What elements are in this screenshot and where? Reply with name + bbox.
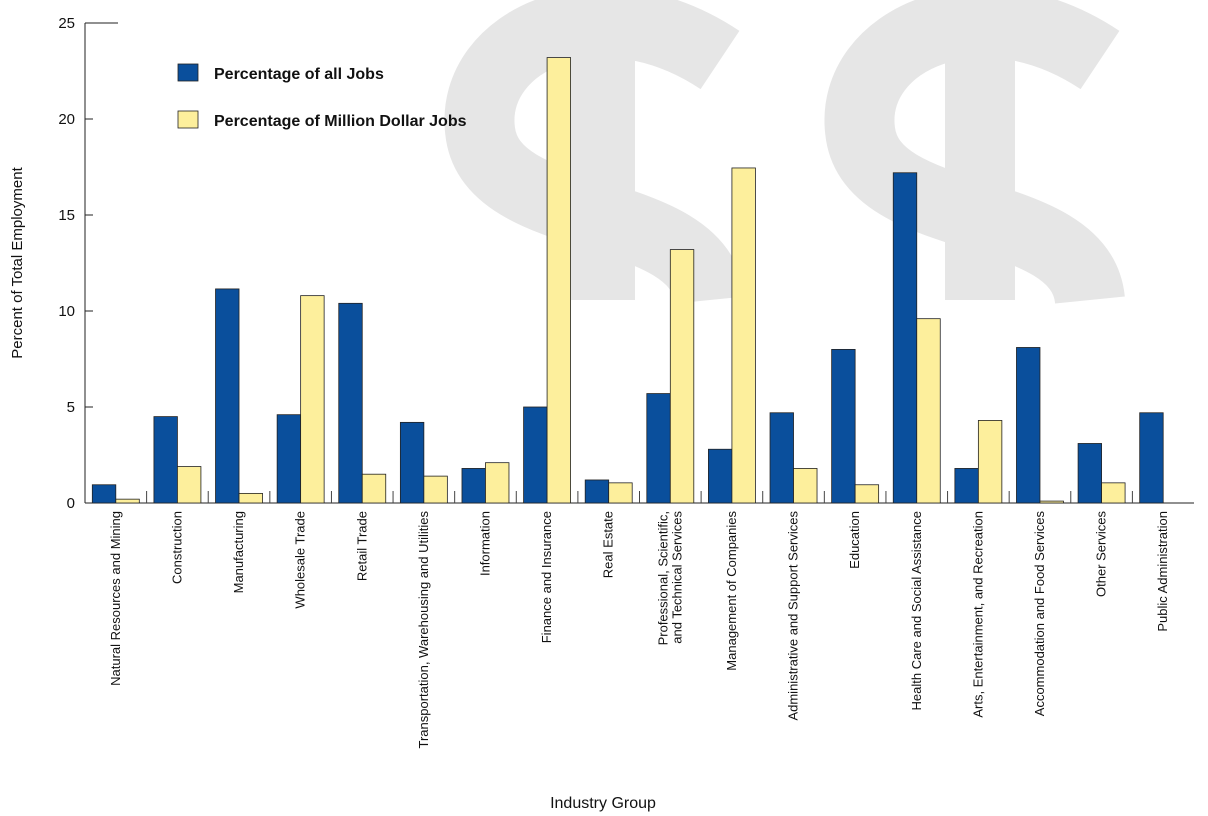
x-tick-label-line: Arts, Entertainment, and Recreation: [970, 511, 985, 718]
bar: [399, 421, 425, 504]
x-tick-label: Information: [477, 511, 492, 576]
legend-swatch: [177, 110, 199, 129]
bar: [708, 448, 733, 504]
x-tick-label: Manufacturing: [231, 511, 246, 593]
bar: [215, 288, 240, 504]
x-tick-label-line: Health Care and Social Assistance: [909, 511, 924, 710]
y-tick-label: 15: [58, 207, 75, 224]
legend-swatch: [177, 63, 199, 82]
y-tick-label: 25: [58, 15, 75, 32]
bar: [1101, 482, 1126, 504]
bar: [177, 466, 202, 504]
legend-label: Percentage of all Jobs: [214, 66, 384, 83]
y-axis-label: Percent of Total Employment: [9, 166, 26, 358]
legend-label: Percentage of Million Dollar Jobs: [214, 113, 467, 130]
bar: [153, 416, 178, 504]
x-tick-label: Construction: [169, 511, 184, 584]
bar: [91, 484, 117, 504]
bar: [238, 492, 263, 504]
x-tick-label-line: Construction: [169, 511, 184, 584]
x-tick-label: Transportation, Warehousing and Utilitie…: [416, 511, 431, 749]
bar: [1139, 412, 1164, 504]
x-tick-label: Arts, Entertainment, and Recreation: [970, 511, 985, 718]
bar: [916, 318, 941, 504]
x-axis-label: Industry Group: [550, 795, 656, 812]
bar: [793, 468, 818, 504]
bar: [1016, 347, 1041, 504]
x-tick-label: Health Care and Social Assistance: [909, 511, 924, 710]
x-tick-label-line: Other Services: [1094, 511, 1109, 597]
bar: [361, 473, 387, 504]
bar: [831, 348, 856, 504]
bar: [461, 468, 486, 504]
background-watermark: [444, 0, 1125, 307]
bar: [646, 393, 671, 504]
bar: [1077, 443, 1102, 504]
bar: [892, 172, 918, 504]
y-tick-label: 5: [67, 399, 75, 416]
x-tick-label: Finance and Insurance: [539, 511, 554, 643]
x-tick-label-line: Information: [477, 511, 492, 576]
bar: [977, 420, 1003, 504]
bar: [608, 482, 633, 504]
x-tick-label: Wholesale Trade: [293, 511, 308, 609]
bar: [546, 57, 571, 504]
y-tick-label: 10: [58, 303, 75, 320]
x-tick-label-line: Management of Companies: [724, 511, 739, 671]
x-tick-label: Education: [847, 511, 862, 569]
x-tick-label-line: Manufacturing: [231, 511, 246, 593]
x-tick-label-line: Professional, Scientific,: [655, 511, 670, 645]
x-tick-label-line: Accommodation and Food Services: [1032, 511, 1047, 717]
bar: [423, 475, 448, 504]
bar: [854, 484, 880, 504]
x-tick-label: Public Administration: [1155, 511, 1170, 632]
x-tick-label-line: and Technical Services: [669, 511, 684, 644]
x-tick-label: Accommodation and Food Services: [1032, 511, 1047, 717]
x-tick-label: Real Estate: [601, 511, 616, 578]
x-tick-label-line: Public Administration: [1155, 511, 1170, 632]
bar: [731, 167, 756, 504]
x-tick-label-line: Wholesale Trade: [293, 511, 308, 609]
bar: [276, 414, 302, 504]
y-tick-label: 0: [67, 495, 75, 512]
y-tick-label: 20: [58, 111, 75, 128]
x-tick-label: Professional, Scientific,and Technical S…: [655, 511, 684, 646]
x-tick-label-line: Finance and Insurance: [539, 511, 554, 643]
bar: [485, 462, 510, 504]
bar: [523, 406, 548, 504]
bar: [300, 295, 325, 504]
x-tick-label-line: Retail Trade: [354, 511, 369, 581]
bar: [338, 302, 363, 504]
bar: [1039, 500, 1064, 504]
x-tick-label: Other Services: [1094, 511, 1109, 597]
x-tick-label-line: Real Estate: [601, 511, 616, 578]
x-tick-label: Administrative and Support Services: [786, 511, 801, 721]
bar: [769, 412, 794, 504]
x-tick-label-line: Transportation, Warehousing and Utilitie…: [416, 511, 431, 749]
x-tick-label-line: Education: [847, 511, 862, 569]
x-tick-label: Retail Trade: [354, 511, 369, 581]
x-tick-label: Natural Resources and Mining: [108, 511, 123, 686]
x-tick-label-line: Administrative and Support Services: [786, 511, 801, 721]
x-tick-label: Management of Companies: [724, 511, 739, 671]
bar: [584, 479, 610, 504]
bar: [954, 468, 979, 504]
bar: [115, 498, 140, 504]
x-tick-label-line: Natural Resources and Mining: [108, 511, 123, 686]
bar: [669, 249, 695, 504]
